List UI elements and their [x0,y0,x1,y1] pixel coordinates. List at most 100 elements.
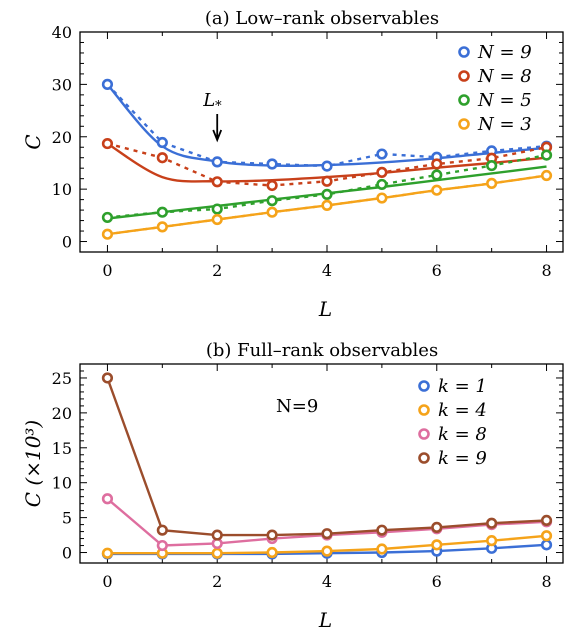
a-data-point [156,221,168,233]
b-xtick-label: 6 [432,572,442,591]
a-data-point [156,152,168,164]
panel-a-xlabel: L [318,297,332,321]
a-legend-label: N = 3 [477,114,532,135]
panel-b-xlabel: L [318,608,332,632]
panel-b-title: (b) Full–rank observables [206,340,438,361]
b-xtick-label: 2 [212,572,222,591]
a-data-point [266,158,278,170]
b-xtick-label: 8 [541,572,551,591]
a-data-point [376,178,388,191]
a-data-point [486,159,498,172]
b-legend-marker [418,452,430,464]
a-data-dotted-line [106,83,547,168]
a-data-point [101,228,114,240]
a-data-point [211,203,223,215]
b-data-point [486,517,498,529]
a-data-point [431,169,443,181]
a-legend-marker [458,46,470,58]
a-ytick-label: 10 [52,180,72,199]
b-xtick-label: 4 [322,572,332,591]
b-legend-marker [418,380,430,392]
l-star-label: L* [202,90,222,114]
b-ytick-label: 10 [52,474,72,493]
b-ytick-label: 0 [62,544,72,563]
a-data-point [321,199,333,211]
b-legend-marker [418,404,430,416]
b-ytick-label: 5 [62,509,72,528]
a-data-point [101,78,114,90]
b-data-point [101,372,114,384]
l-star-arrow [212,114,223,143]
panel-a-title: (a) Low–rank observables [205,8,439,29]
b-data-point [376,524,388,536]
b-data-point [540,514,553,527]
b-data-point [540,539,553,551]
b-legend-label: k = 9 [438,448,487,469]
a-xtick-label: 6 [432,261,442,280]
a-data-point [540,169,553,182]
b-data-point [321,528,333,540]
a-data-dotted-line [107,153,547,219]
a-ytick-label: 0 [62,233,72,252]
b-data-point [431,539,443,551]
panel-a: (a) Low–rank observables 0 2 4 6 8010203040 … [21,8,564,321]
panel-b-frame [79,363,564,564]
panel-b: (b) Full–rank observables 0 2 4 6 8 0 5 10 15 20 2… [21,340,564,632]
a-data-point [376,192,388,204]
b-data-point [101,547,114,559]
b-data-point [211,547,223,559]
a-legend-marker [458,94,470,106]
a-data-point [321,175,333,187]
a-xtick-label: 8 [541,261,551,280]
a-xtick-label: 4 [322,261,332,280]
a-data-point [156,206,168,218]
b-data-point [431,521,443,533]
a-legend-marker [458,70,470,82]
b-data-point [156,524,168,536]
a-data-point [486,177,498,189]
a-data-point [431,184,443,196]
a-legend-label: N = 8 [477,66,532,87]
b-legend-label: k = 1 [438,376,487,397]
a-data-point [101,137,114,150]
a-legend-label: N = 5 [477,90,532,111]
b-ytick-label: 15 [52,439,72,458]
a-legend-label: N = 9 [477,42,532,63]
a-data-point [431,158,443,170]
b-data-point [321,545,333,557]
a-data-point [321,188,333,200]
a-data-point [211,156,223,168]
a-ytick-label: 20 [52,128,72,147]
a-xtick-label: 2 [212,261,222,280]
b-xtick-label: 0 [102,572,112,591]
a-data-point [211,176,223,188]
a-ytick-label: 40 [52,23,72,42]
b-data-point [376,543,388,555]
a-data-point [266,195,278,207]
b-legend-label: k = 4 [438,400,487,421]
l-star-annotation: L* [202,90,223,143]
a-data-point [101,211,114,224]
b-data-point [101,493,114,505]
a-legend-marker [458,118,470,130]
b-legend-label: k = 8 [438,424,487,445]
b-legend-marker [418,428,430,440]
a-xtick-label: 0 [102,261,112,280]
a-data-point [376,148,388,160]
a-data-point [266,206,278,218]
a-data-point [211,213,223,226]
panel-a-frame [79,31,564,253]
b-data-point [486,535,498,547]
panel-a-ylabel: C [21,134,45,149]
a-data-point [156,136,168,149]
a-data-point [266,179,278,192]
a-data-point [540,149,553,161]
b-data-point [540,530,553,542]
b-data-point [266,546,278,559]
a-ytick-label: 30 [52,75,72,94]
n-equals-9-label: N=9 [276,396,318,417]
a-data-dotted-line [107,174,547,236]
a-data-point [376,166,388,178]
b-data-point [211,529,223,541]
